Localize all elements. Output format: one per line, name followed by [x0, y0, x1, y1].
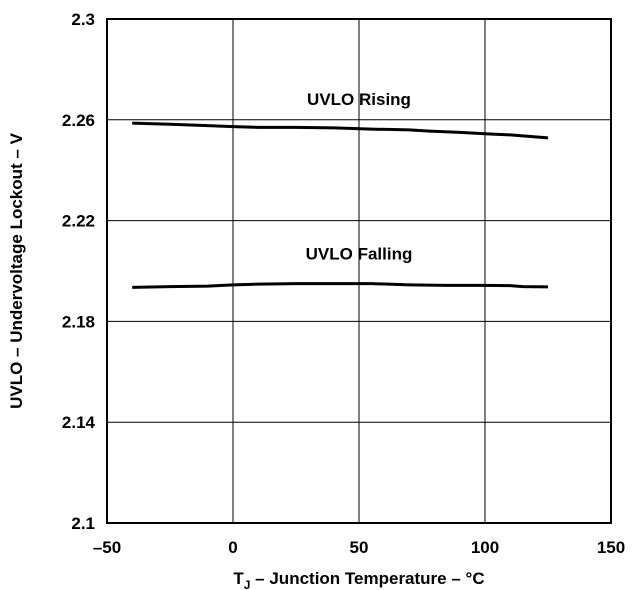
y-tick-label: 2.22 [62, 212, 95, 231]
series-labels: UVLO Rising UVLO Falling [306, 90, 413, 263]
x-tick-label: 50 [350, 538, 369, 557]
y-tick-label: 2.3 [71, 10, 95, 29]
x-tick-labels: –50 0 50 100 150 [93, 538, 625, 557]
x-tick-label: 100 [471, 538, 499, 557]
x-tick-label: 0 [228, 538, 237, 557]
series-label: UVLO Rising [307, 90, 411, 109]
y-tick-label: 2.1 [71, 514, 95, 533]
y-axis-title: UVLO – Undervoltage Lockout – V [7, 132, 26, 408]
y-tick-labels: 2.1 2.14 2.18 2.22 2.26 2.3 [62, 10, 96, 533]
series-layer [132, 121, 549, 289]
x-axis-title-main: T [233, 569, 244, 588]
plot-frame [106, 18, 612, 524]
series-line [132, 282, 549, 289]
series-line [132, 121, 549, 140]
x-tick-label: 150 [597, 538, 625, 557]
y-tick-label: 2.26 [62, 111, 95, 130]
y-tick-label: 2.14 [62, 413, 96, 432]
x-tick-label: –50 [93, 538, 121, 557]
series-label: UVLO Falling [306, 245, 413, 264]
x-axis-title: TJ – Junction Temperature – °C [233, 569, 484, 590]
x-axis-title-rest: – Junction Temperature – °C [250, 569, 484, 588]
x-axis-title-sub: J [244, 578, 251, 590]
y-tick-label: 2.18 [62, 312, 95, 331]
